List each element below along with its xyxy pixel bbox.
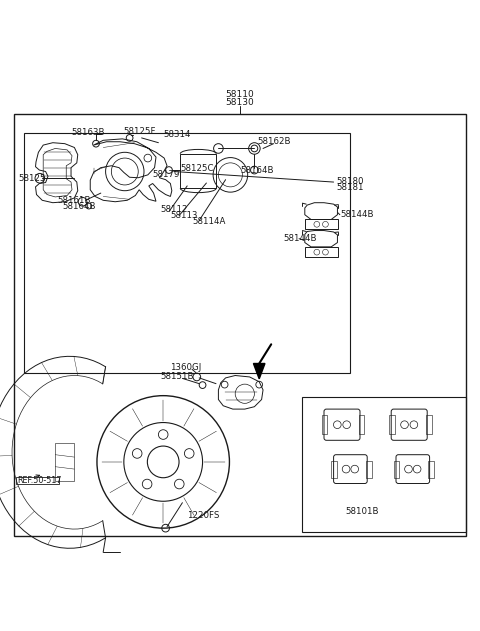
Text: 58110: 58110 <box>226 90 254 99</box>
Text: 58125F: 58125F <box>124 127 156 136</box>
Text: 58163B: 58163B <box>71 127 105 137</box>
Text: 58180: 58180 <box>336 177 363 186</box>
Text: 58113: 58113 <box>171 211 198 220</box>
Text: 58161B: 58161B <box>58 196 91 205</box>
Text: 58125: 58125 <box>18 174 46 183</box>
Text: 58114A: 58114A <box>192 218 226 227</box>
Text: 58179: 58179 <box>153 170 180 179</box>
Text: 58164B: 58164B <box>240 165 274 175</box>
Bar <box>14 114 466 536</box>
Bar <box>305 247 338 257</box>
Text: 58162B: 58162B <box>258 137 291 146</box>
Text: 58130: 58130 <box>226 98 254 107</box>
Text: 58144B: 58144B <box>341 210 374 219</box>
Text: 58181: 58181 <box>336 184 363 192</box>
Bar <box>55 443 74 481</box>
Text: 58112: 58112 <box>160 206 188 215</box>
Text: 58151B: 58151B <box>161 372 194 382</box>
Bar <box>24 133 350 373</box>
Polygon shape <box>253 363 265 379</box>
Text: 58164B: 58164B <box>62 202 96 211</box>
Text: 58314: 58314 <box>163 129 191 139</box>
Bar <box>16 477 59 484</box>
Text: REF.50-517: REF.50-517 <box>17 476 61 485</box>
Text: 1360GJ: 1360GJ <box>170 363 202 372</box>
Text: 1220FS: 1220FS <box>187 511 219 520</box>
Text: 58101B: 58101B <box>346 507 379 516</box>
Text: 58125C: 58125C <box>180 163 214 173</box>
Bar <box>305 220 338 229</box>
Bar <box>302 397 466 531</box>
Text: 58144B: 58144B <box>283 234 317 243</box>
